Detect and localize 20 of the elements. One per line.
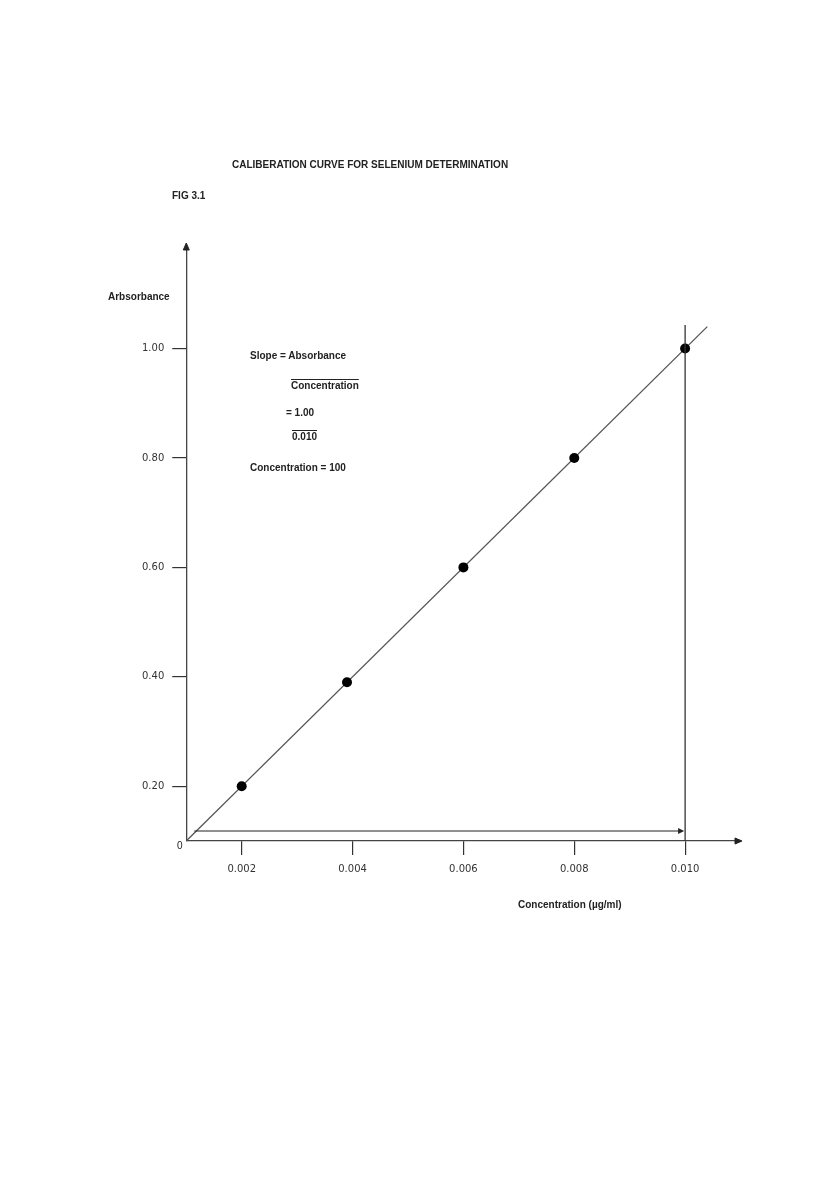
chart-title: CALIBERATION CURVE FOR SELENIUM DETERMINATION	[232, 159, 509, 170]
x-tick-label: 0.004	[338, 862, 367, 874]
x-tick-label: 0.008	[559, 862, 589, 874]
chart-subtitle: FIG 3.1	[172, 190, 206, 201]
x-tick-label: 0.010	[670, 862, 700, 874]
x-axis-title: Concentration (µg/ml)	[518, 899, 622, 910]
y-tick-label: 0.20	[142, 779, 165, 791]
x-tick-label: 0.006	[449, 862, 478, 874]
y-tick-label: 0.60	[142, 560, 165, 572]
y-axis-title: Arbsorbance	[108, 291, 170, 302]
x-tick-label: 0.002	[227, 862, 257, 874]
annotation: 0.010	[292, 431, 318, 442]
annotation: Slope = Absorbance	[250, 350, 347, 361]
annotation: = 1.00	[286, 407, 315, 418]
y-tick-label: 0.80	[142, 451, 165, 463]
y-tick-label: 1.00	[142, 342, 165, 354]
y-tick-label: 0.40	[142, 670, 165, 682]
annotation: Concentration = 100	[250, 462, 346, 473]
text: 0	[177, 840, 183, 851]
annotation: Concentration	[291, 380, 359, 391]
